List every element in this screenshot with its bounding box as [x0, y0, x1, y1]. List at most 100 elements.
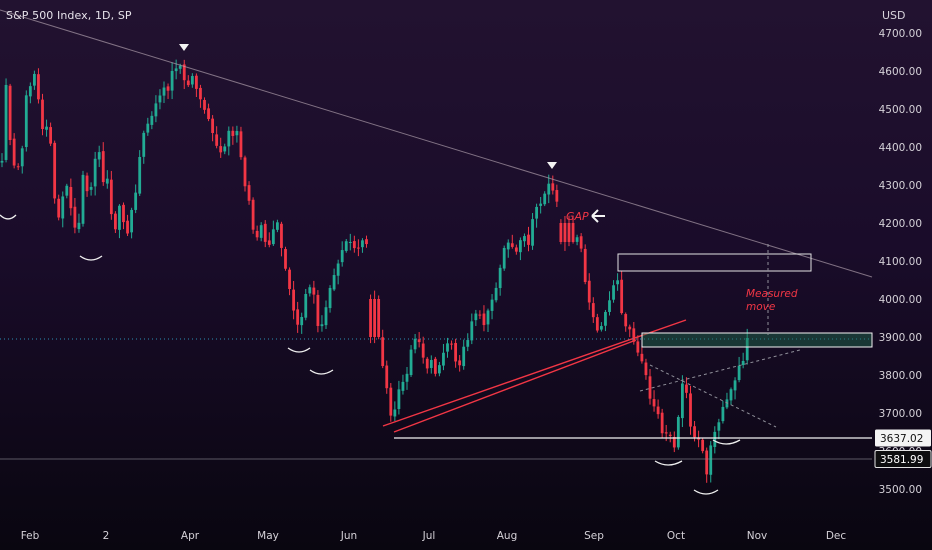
y-tick-label: 4500.00	[879, 104, 922, 116]
candle-body	[429, 360, 433, 368]
candle-body	[16, 166, 20, 168]
candle-body	[24, 95, 28, 147]
candle-body	[510, 243, 514, 247]
candle-body	[482, 313, 486, 326]
candle-body	[591, 303, 595, 318]
candle-body	[421, 343, 425, 358]
candle-body	[190, 76, 194, 85]
x-tick-label: Apr	[181, 530, 200, 542]
candle-body	[28, 86, 32, 97]
candle-body	[300, 316, 304, 326]
pivot-arc-2	[79, 255, 103, 261]
candle-body	[490, 299, 494, 311]
candle-body	[583, 248, 587, 283]
gap-arrow-icon	[591, 209, 605, 223]
candle-body	[600, 326, 603, 330]
candle-body	[587, 280, 591, 303]
long-term-resistance-trendline	[0, 9, 873, 278]
candle-body	[320, 324, 324, 327]
candle-body	[61, 196, 65, 219]
candle-body	[142, 132, 146, 157]
candle-body	[118, 205, 121, 230]
candle-body	[373, 299, 376, 337]
candle-body	[733, 380, 737, 391]
candle-body	[644, 362, 648, 376]
candle-body	[547, 183, 551, 195]
candle-body	[276, 222, 279, 230]
candle-body	[231, 130, 235, 136]
candle-body	[215, 134, 219, 146]
triangle-dashed-1	[639, 349, 801, 392]
candle-body	[713, 431, 717, 447]
x-tick-label: May	[257, 530, 279, 542]
candle-body	[741, 360, 745, 365]
candle-body	[114, 213, 117, 230]
drawings-layer: GAP Measured move	[0, 9, 873, 495]
candle-body	[332, 275, 336, 290]
candle-body	[65, 185, 69, 196]
candle-body	[146, 123, 150, 133]
candle-body	[182, 64, 186, 81]
candle-body	[397, 389, 401, 410]
candle-body	[235, 131, 239, 136]
candle-body	[324, 307, 328, 326]
candle-body	[0, 160, 4, 163]
candle-body	[130, 209, 133, 233]
candle-body	[186, 80, 190, 86]
candle-body	[369, 299, 372, 337]
candle-body	[280, 223, 283, 248]
chart-title: S&P 500 Index, 1D, SP	[6, 9, 132, 22]
candle-body	[668, 434, 672, 436]
candle-body	[336, 263, 340, 276]
candle-body	[454, 343, 457, 362]
candle-body	[348, 241, 352, 243]
candle-body	[105, 178, 109, 184]
candle-body	[296, 309, 300, 325]
candle-body	[579, 236, 583, 249]
candle-body	[53, 142, 57, 199]
candle-body	[709, 445, 713, 475]
candle-body	[255, 230, 259, 238]
candle-body	[344, 241, 348, 251]
candle-body	[37, 74, 40, 100]
x-tick-label: Nov	[747, 530, 768, 542]
candle-body	[685, 384, 688, 393]
candle-body	[361, 240, 364, 248]
candle-body	[73, 206, 77, 228]
candle-body	[697, 437, 700, 440]
candle-body	[199, 87, 202, 100]
candle-body	[555, 190, 559, 202]
y-tick-label: 3900.00	[879, 332, 922, 344]
candle-body	[737, 365, 741, 381]
candle-body	[101, 151, 105, 183]
candle-body	[81, 174, 85, 224]
candle-body	[466, 340, 470, 347]
candle-body	[514, 247, 518, 252]
pivot-arc-1	[0, 214, 17, 220]
x-tick-label: Aug	[497, 530, 518, 542]
candle-body	[462, 346, 466, 367]
candle-body	[717, 422, 721, 431]
candle-body	[304, 293, 308, 318]
breakout-zone-box	[641, 332, 873, 348]
candle-body	[531, 219, 534, 246]
candle-body	[195, 75, 198, 89]
candle-body	[211, 118, 214, 134]
peak-marker-2	[547, 162, 557, 169]
candle-body	[551, 183, 555, 191]
price-tag-bg	[874, 450, 932, 468]
candle-body	[729, 389, 733, 401]
candle-body	[620, 279, 624, 314]
candle-body	[33, 73, 36, 86]
candle-body	[97, 152, 101, 160]
candle-body	[502, 247, 506, 269]
candle-body	[170, 70, 174, 91]
candle-body	[316, 294, 320, 327]
candle-body	[543, 193, 547, 205]
candle-body	[45, 126, 48, 130]
candle-body	[535, 206, 538, 219]
candle-body	[150, 115, 154, 125]
candle-body	[158, 95, 162, 103]
x-tick-label: Feb	[21, 530, 40, 542]
